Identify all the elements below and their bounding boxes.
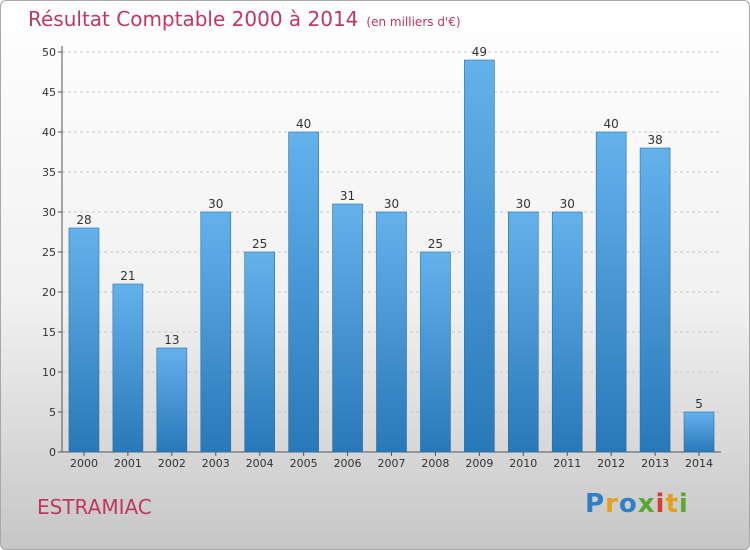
bar-2005 (288, 131, 319, 453)
bar-2001 (112, 283, 144, 453)
bars (68, 59, 715, 453)
value-label-2008: 25 (428, 237, 443, 251)
value-label-2002: 13 (164, 333, 179, 347)
value-label-2014: 5 (695, 397, 703, 411)
bar-2003 (200, 211, 232, 453)
x-tick-label-2002: 2002 (158, 457, 186, 470)
value-label-2005: 40 (296, 117, 311, 131)
labels: 0 5 10 15 20 25 30 35 40 45 50 28 2000 21 2001 13 2002 30… (42, 45, 713, 470)
y-tick-label-40: 40 (42, 126, 56, 139)
x-tick-label-2014: 2014 (685, 457, 713, 470)
proxiti-logo: Proxiti (585, 489, 689, 519)
chart-subtitle: (en milliers d'€) (366, 15, 461, 29)
bar-2013 (639, 147, 671, 453)
bar-2014 (683, 411, 715, 453)
value-label-2010: 30 (516, 197, 531, 211)
x-tick-label-2006: 2006 (334, 457, 362, 470)
x-tick-label-2003: 2003 (202, 457, 230, 470)
value-label-2006: 31 (340, 189, 355, 203)
x-tick-label-2013: 2013 (641, 457, 669, 470)
x-tick-label-2004: 2004 (246, 457, 274, 470)
y-tick-label-50: 50 (42, 46, 56, 59)
x-tick-label-2011: 2011 (553, 457, 581, 470)
y-tick-label-30: 30 (42, 206, 56, 219)
x-tick-label-2012: 2012 (597, 457, 625, 470)
x-tick-label-2008: 2008 (421, 457, 449, 470)
chart-title-text: Résultat Comptable 2000 à 2014 (28, 7, 359, 31)
x-tick-label-2009: 2009 (465, 457, 493, 470)
value-label-2001: 21 (120, 269, 135, 283)
value-label-2003: 30 (208, 197, 223, 211)
y-tick-label-25: 25 (42, 246, 56, 259)
value-label-2000: 28 (76, 213, 91, 227)
x-tick-label-2001: 2001 (114, 457, 142, 470)
value-label-2013: 38 (647, 133, 662, 147)
bar-2002 (156, 347, 188, 453)
y-tick-label-15: 15 (42, 326, 56, 339)
bar-2004 (244, 251, 275, 453)
y-tick-label-20: 20 (42, 286, 56, 299)
bar-2011 (551, 211, 583, 453)
bar-2008 (420, 251, 451, 453)
bar-chart: 0 5 10 15 20 25 30 35 40 45 50 28 2000 21 2001 13 2002 30… (42, 45, 721, 470)
value-label-2004: 25 (252, 237, 267, 251)
y-tick-label-5: 5 (49, 406, 56, 419)
value-label-2011: 30 (560, 197, 575, 211)
value-label-2007: 30 (384, 197, 399, 211)
x-tick-label-2007: 2007 (378, 457, 406, 470)
y-tick-label-10: 10 (42, 366, 56, 379)
y-tick-label-0: 0 (49, 446, 56, 459)
chart-title: Résultat Comptable 2000 à 2014 (en millie… (28, 7, 461, 31)
value-label-2012: 40 (604, 117, 619, 131)
bar-2012 (595, 131, 627, 453)
bar-2009 (464, 59, 495, 453)
bar-2010 (507, 211, 539, 453)
value-label-2009: 49 (472, 45, 487, 59)
x-tick-label-2010: 2010 (509, 457, 537, 470)
y-tick-label-45: 45 (42, 86, 56, 99)
bar-2006 (332, 203, 363, 453)
place-name: ESTRAMIAC (37, 495, 152, 519)
bar-2000 (68, 227, 100, 453)
bar-2007 (376, 211, 407, 453)
y-tick-label-35: 35 (42, 166, 56, 179)
x-tick-label-2005: 2005 (290, 457, 318, 470)
x-tick-label-2000: 2000 (70, 457, 98, 470)
